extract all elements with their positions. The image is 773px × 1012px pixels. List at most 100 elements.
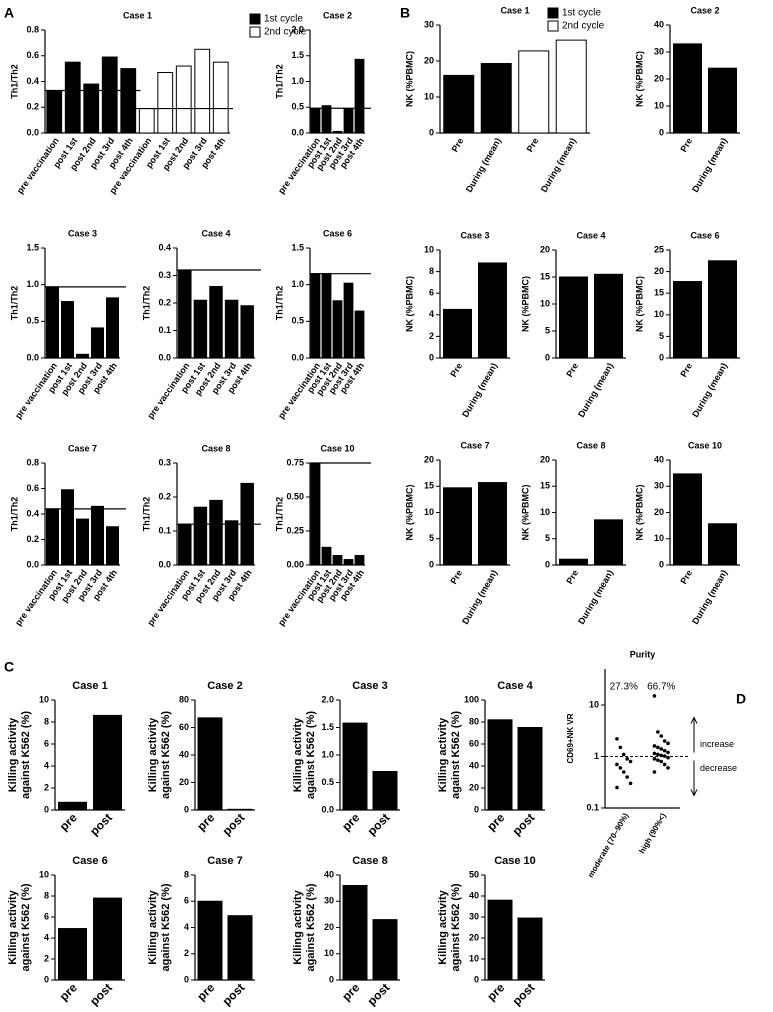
y-tick-label: 0.50 <box>286 491 304 501</box>
y-tick-label: 15 <box>540 271 550 281</box>
bar <box>342 722 368 811</box>
bar <box>83 83 100 134</box>
x-tick-label: pre <box>57 980 80 1003</box>
bar <box>708 67 737 134</box>
x-tick-label: During (mean) <box>690 361 729 419</box>
y-tick-label: 10 <box>540 298 550 308</box>
group-label: 27.3% <box>610 682 638 693</box>
x-tick-label: moderate (70–90%) <box>586 811 630 879</box>
x-tick-label: pre <box>194 810 217 833</box>
x-tick-label: pre <box>339 980 362 1003</box>
bar <box>443 74 475 134</box>
bar <box>61 301 74 359</box>
y-axis-label: Th1/Th2 <box>9 286 19 321</box>
y-tick-label: 15 <box>540 481 550 491</box>
point <box>625 757 629 761</box>
point <box>659 734 664 738</box>
point <box>656 730 660 734</box>
y-tick-label: 1.0 <box>291 279 304 289</box>
x-tick-label: During (mean) <box>464 136 503 194</box>
panel-label: B <box>400 5 410 21</box>
x-tick-label: pre <box>339 810 362 833</box>
y-tick-label: 4 <box>184 922 189 932</box>
legend-swatch <box>547 20 559 32</box>
y-tick-label: 6 <box>44 738 49 748</box>
y-tick-label: 60 <box>179 722 189 732</box>
y-axis-label: against K562 (%) <box>160 711 172 799</box>
y-tick-label: 0 <box>545 559 550 569</box>
x-tick-label: post <box>220 810 248 838</box>
y-axis-label: Th1/Th2 <box>9 497 19 532</box>
y-tick-label: 2.0 <box>291 24 304 34</box>
chart-title: Purity <box>630 649 656 659</box>
chart-title: Case 7 <box>460 440 489 450</box>
x-tick-label: Pre <box>448 568 464 586</box>
y-tick-label: 0 <box>184 804 189 814</box>
y-axis-label: against K562 (%) <box>160 883 172 971</box>
y-tick-label: 0 <box>659 559 664 569</box>
chart-title: Case 1 <box>123 10 152 20</box>
y-axis-label: Th1/Th2 <box>274 286 284 321</box>
y-tick-label: 0 <box>659 352 664 362</box>
y-tick-label: 4 <box>429 309 434 319</box>
bar <box>708 260 737 359</box>
bar <box>673 473 702 566</box>
y-tick-label: 20 <box>469 782 479 792</box>
bar <box>227 808 253 811</box>
point <box>621 752 626 757</box>
bar <box>594 519 623 566</box>
y-tick-label: 0.8 <box>26 24 39 34</box>
y-tick-label: 40 <box>469 890 479 900</box>
point <box>615 737 619 741</box>
y-tick-label: 0.0 <box>26 127 39 137</box>
y-tick-label: 0 <box>545 352 550 362</box>
bar <box>61 489 74 566</box>
chart-title: Case 10 <box>494 855 536 867</box>
y-tick-label: 10 <box>654 533 664 543</box>
legend-label: 1st cycle <box>264 14 303 25</box>
point <box>618 766 623 770</box>
y-tick-label: 0.2 <box>158 491 171 501</box>
y-tick-label: 10 <box>39 869 49 879</box>
y-tick-label: 40 <box>469 760 479 770</box>
panel-label: C <box>4 659 14 675</box>
chart-title: Case 7 <box>207 855 242 867</box>
point <box>666 766 670 770</box>
point <box>662 754 667 758</box>
point <box>652 744 657 748</box>
bar <box>224 299 239 359</box>
y-tick-label: 50 <box>469 869 479 879</box>
point <box>618 745 623 750</box>
bar <box>106 526 119 566</box>
bar <box>354 554 365 566</box>
y-tick-label: 20 <box>654 266 664 276</box>
y-tick-label: 0.4 <box>26 508 39 518</box>
y-tick-label: 0.3 <box>158 270 171 280</box>
chart-title: Case 1 <box>500 5 529 15</box>
y-tick-label: 0.0 <box>26 559 39 569</box>
y-axis-label: NK (%PBMC) <box>634 276 644 332</box>
bar <box>354 58 365 134</box>
y-tick-label: 0 <box>429 352 434 362</box>
chart-title: Case 7 <box>68 443 97 453</box>
bar <box>93 714 122 811</box>
y-tick-label: 0.0 <box>158 352 171 362</box>
bar <box>106 297 119 359</box>
y-tick-label: 20 <box>654 507 664 517</box>
x-tick-label: Pre <box>564 568 580 586</box>
arrow-head <box>690 716 698 724</box>
y-tick-label: 0.25 <box>286 525 304 535</box>
y-tick-label: 0.3 <box>158 457 171 467</box>
y-tick-label: 10 <box>654 309 664 319</box>
y-tick-label: 0.2 <box>26 102 39 112</box>
y-tick-label: 2.0 <box>321 694 334 704</box>
chart-title: Case 6 <box>72 855 107 867</box>
group-label: 66.7% <box>647 682 675 693</box>
y-tick-label: 2 <box>44 782 49 792</box>
bar <box>487 899 513 981</box>
annotation: increase <box>700 739 734 749</box>
annotation: decrease <box>700 763 737 773</box>
y-tick-label: 10 <box>654 100 664 110</box>
y-tick-label: 4 <box>44 760 49 770</box>
bar <box>227 915 253 981</box>
